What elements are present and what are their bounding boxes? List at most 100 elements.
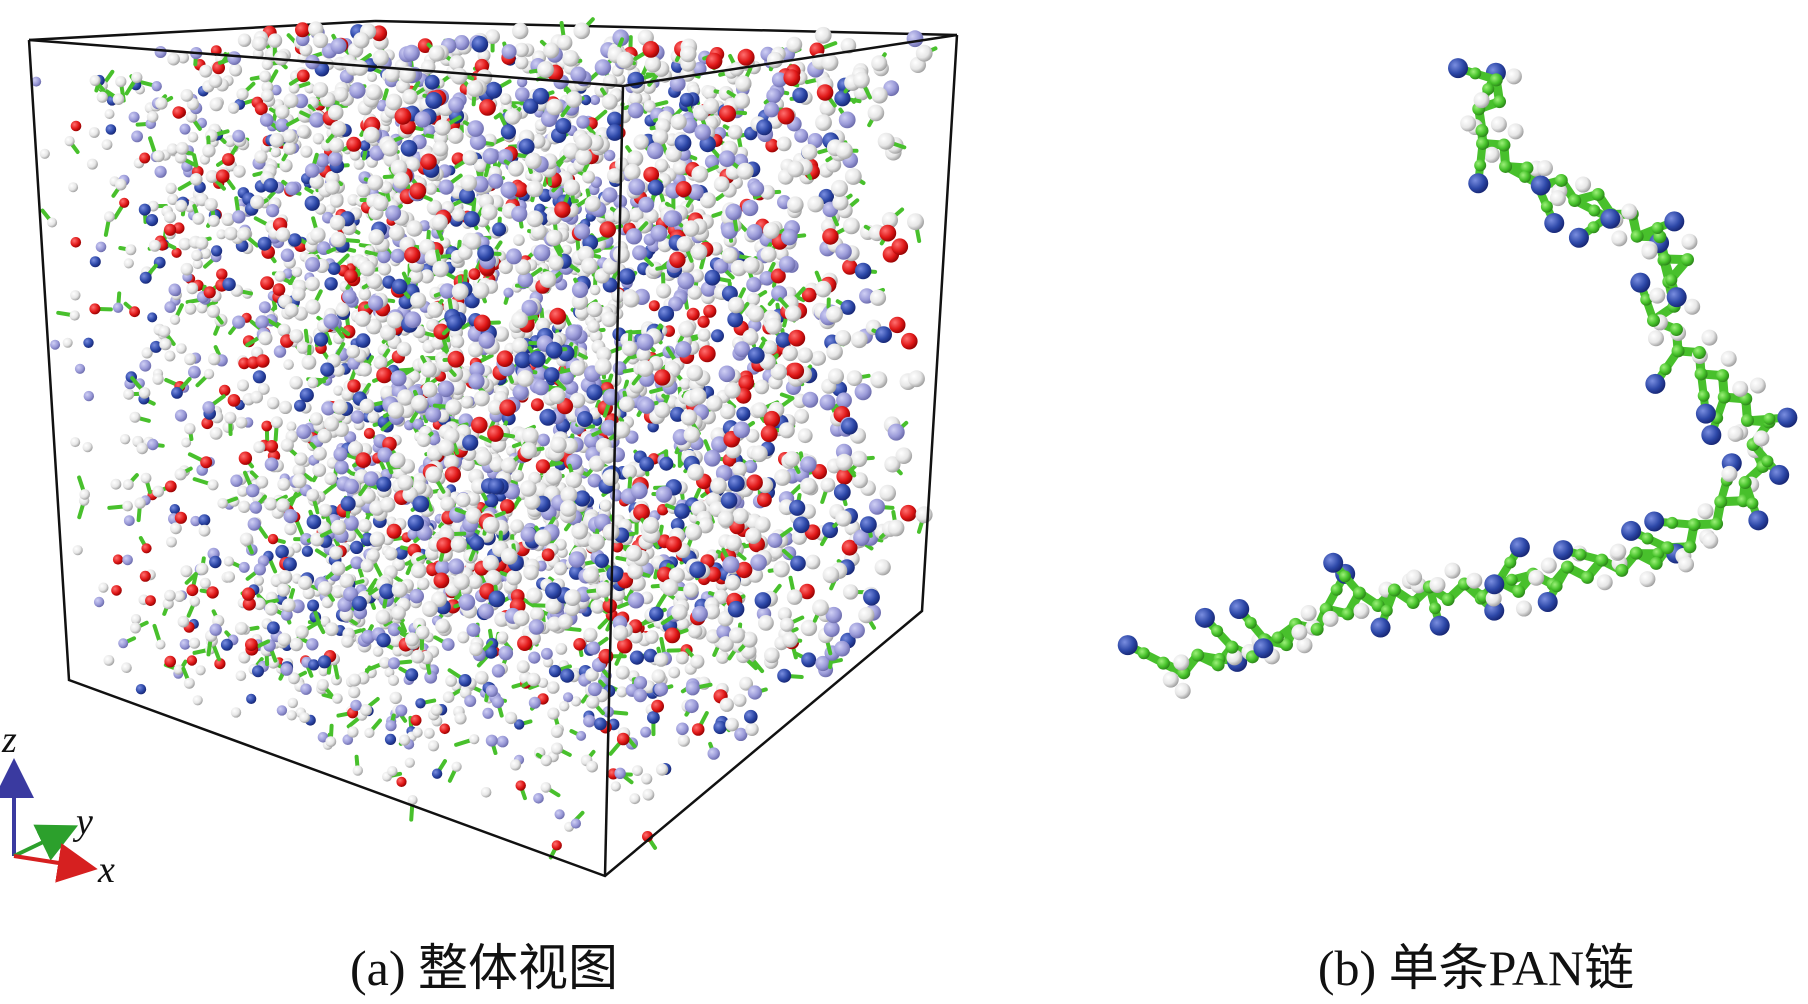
atom <box>642 788 655 801</box>
atom <box>786 589 803 605</box>
atom <box>385 93 403 111</box>
atom <box>72 545 83 556</box>
atom <box>682 220 700 237</box>
atom <box>101 139 113 151</box>
atom <box>273 50 289 66</box>
atom <box>361 629 375 644</box>
atom <box>746 224 763 241</box>
atom <box>633 688 648 703</box>
atom <box>646 142 664 160</box>
atom <box>616 686 628 698</box>
atom <box>276 498 290 512</box>
atom <box>602 469 619 486</box>
atom <box>205 170 219 183</box>
atom <box>551 742 563 755</box>
atom <box>330 561 346 576</box>
atom <box>715 464 733 482</box>
atom <box>887 423 905 441</box>
atom <box>250 390 263 404</box>
atom <box>335 302 350 317</box>
atom <box>269 132 285 148</box>
atom <box>523 564 539 581</box>
atom <box>237 379 249 392</box>
atom <box>565 471 583 489</box>
atom <box>187 131 199 143</box>
atom <box>421 381 438 398</box>
atom <box>342 325 356 339</box>
atom <box>464 233 482 250</box>
atom <box>131 130 144 143</box>
atom <box>359 140 371 152</box>
atom <box>668 567 685 584</box>
atom <box>757 492 772 508</box>
atom <box>482 516 500 534</box>
atom <box>147 312 158 323</box>
atom <box>524 152 542 170</box>
atom <box>644 56 662 73</box>
atom <box>432 260 449 278</box>
atom <box>741 199 759 217</box>
atom <box>273 345 287 358</box>
atom <box>405 668 419 682</box>
atom <box>388 674 399 686</box>
atom <box>746 292 761 306</box>
atom <box>771 285 788 302</box>
atom <box>321 401 336 416</box>
atom <box>459 187 475 204</box>
atom <box>559 701 570 712</box>
atom <box>270 147 281 158</box>
atom <box>223 571 235 583</box>
atom <box>528 651 541 664</box>
atom <box>724 574 741 591</box>
atom <box>589 284 601 296</box>
atom <box>600 419 618 436</box>
atom <box>659 456 674 471</box>
atom <box>138 203 151 216</box>
atom <box>751 445 768 463</box>
atom <box>280 248 295 262</box>
atom <box>908 370 925 388</box>
atom <box>654 682 669 697</box>
atom <box>261 58 274 71</box>
atom <box>310 227 326 243</box>
atom <box>763 410 781 428</box>
atom <box>482 148 499 165</box>
atom <box>484 645 498 659</box>
atom <box>404 246 421 264</box>
atom <box>312 32 329 49</box>
atom <box>537 61 554 78</box>
atom <box>199 64 213 78</box>
atom <box>327 104 344 121</box>
atom <box>613 207 630 224</box>
atom <box>763 222 780 240</box>
atom <box>841 539 858 556</box>
atom <box>832 194 849 211</box>
atom <box>450 536 467 553</box>
atom <box>416 433 431 448</box>
atom <box>683 582 699 598</box>
atom <box>565 324 582 341</box>
atom <box>895 447 913 465</box>
atom <box>742 329 759 346</box>
atom <box>835 330 852 346</box>
atom <box>469 535 485 551</box>
atom <box>787 196 804 213</box>
atom <box>532 366 548 382</box>
atom <box>704 269 721 286</box>
atom <box>216 229 227 240</box>
atom <box>88 127 100 138</box>
atom <box>676 722 689 736</box>
atom <box>397 389 414 406</box>
atom <box>672 160 688 176</box>
atom <box>879 224 897 242</box>
atom <box>472 282 490 299</box>
atom <box>437 439 455 457</box>
atom <box>376 633 391 648</box>
atom <box>733 421 750 439</box>
atom <box>211 245 223 257</box>
atom <box>703 98 720 115</box>
atom <box>713 720 727 735</box>
atom <box>511 337 528 354</box>
atom <box>190 515 201 527</box>
atom <box>602 74 618 89</box>
